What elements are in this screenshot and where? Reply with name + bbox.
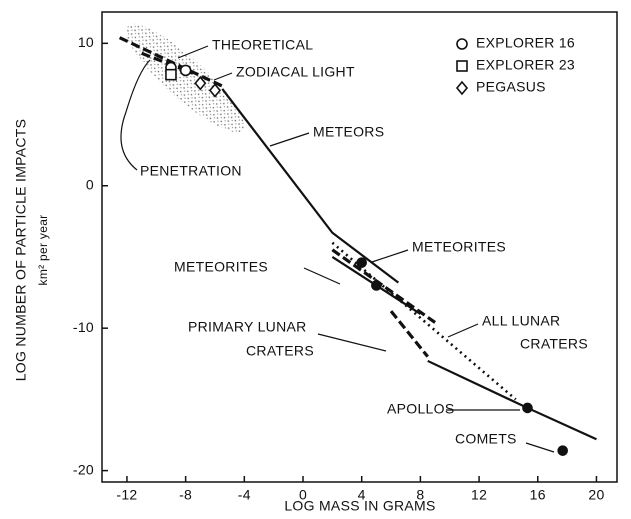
y-tick-label: -20 <box>73 461 94 477</box>
leader <box>213 72 233 81</box>
leaders <box>120 45 555 453</box>
y-tick-label: 0 <box>86 176 94 192</box>
marker-dot <box>371 280 382 291</box>
x-tick-label: -12 <box>116 487 137 503</box>
annotation: METEORS <box>313 124 384 140</box>
y-tick-label: -10 <box>73 319 94 335</box>
marker-square <box>165 68 177 81</box>
x-tick-label: 16 <box>530 487 546 503</box>
x-tick-label: 4 <box>358 487 366 503</box>
leader <box>317 333 387 352</box>
leader <box>525 442 555 453</box>
annotation: ZODIACAL LIGHT <box>236 64 355 80</box>
leader <box>120 59 151 171</box>
x-tick-label: 20 <box>588 487 604 503</box>
y-axis-label: LOG NUMBER OF PARTICLE IMPACTS <box>13 119 29 382</box>
leader <box>303 267 341 285</box>
x-tick-label: 12 <box>471 487 487 503</box>
x-tick-label: -4 <box>238 487 251 503</box>
line-series <box>221 88 400 284</box>
annotation: METEORITES <box>174 259 268 275</box>
marker-dot <box>522 402 533 414</box>
legend-marker <box>455 80 469 96</box>
marker-diamond <box>194 75 207 91</box>
line-series <box>389 310 429 358</box>
marker-circle <box>179 64 192 77</box>
annotation: COMETS <box>455 431 517 447</box>
marker-dot <box>557 445 569 456</box>
annotation: APOLLOS <box>387 401 454 417</box>
x-axis-label: LOG MASS IN GRAMS <box>284 498 435 514</box>
annotation: CRATERS <box>520 336 588 352</box>
leader <box>371 249 409 263</box>
marker-diamond <box>208 83 222 98</box>
leader <box>269 132 310 147</box>
line-series <box>331 241 517 401</box>
annotation: CRATERS <box>246 343 314 359</box>
y-tick-label: 10 <box>78 34 94 50</box>
marker-dot <box>356 257 368 268</box>
y-axis-sublabel: km² per year <box>36 215 50 286</box>
legend-marker <box>456 38 468 50</box>
legend-label: PEGASUS <box>476 79 546 95</box>
legend-label: EXPLORER 16 <box>476 35 575 51</box>
x-tick-label: 8 <box>416 487 424 503</box>
x-tick-label: -8 <box>179 487 192 503</box>
x-tick-label: 0 <box>299 487 307 503</box>
legend-label: EXPLORER 23 <box>476 57 575 73</box>
line-series <box>331 248 436 324</box>
plot-frame <box>101 11 618 483</box>
annotation: THEORETICAL <box>212 37 313 53</box>
leader <box>177 45 209 59</box>
annotation: ALL LUNAR <box>482 313 560 329</box>
annotation: PENETRATION <box>140 163 242 179</box>
legend-marker <box>456 60 468 72</box>
annotation: METEORITES <box>412 239 506 255</box>
annotation: PRIMARY LUNAR <box>188 319 307 335</box>
leader <box>447 323 479 338</box>
zodiacal-region <box>125 23 245 133</box>
